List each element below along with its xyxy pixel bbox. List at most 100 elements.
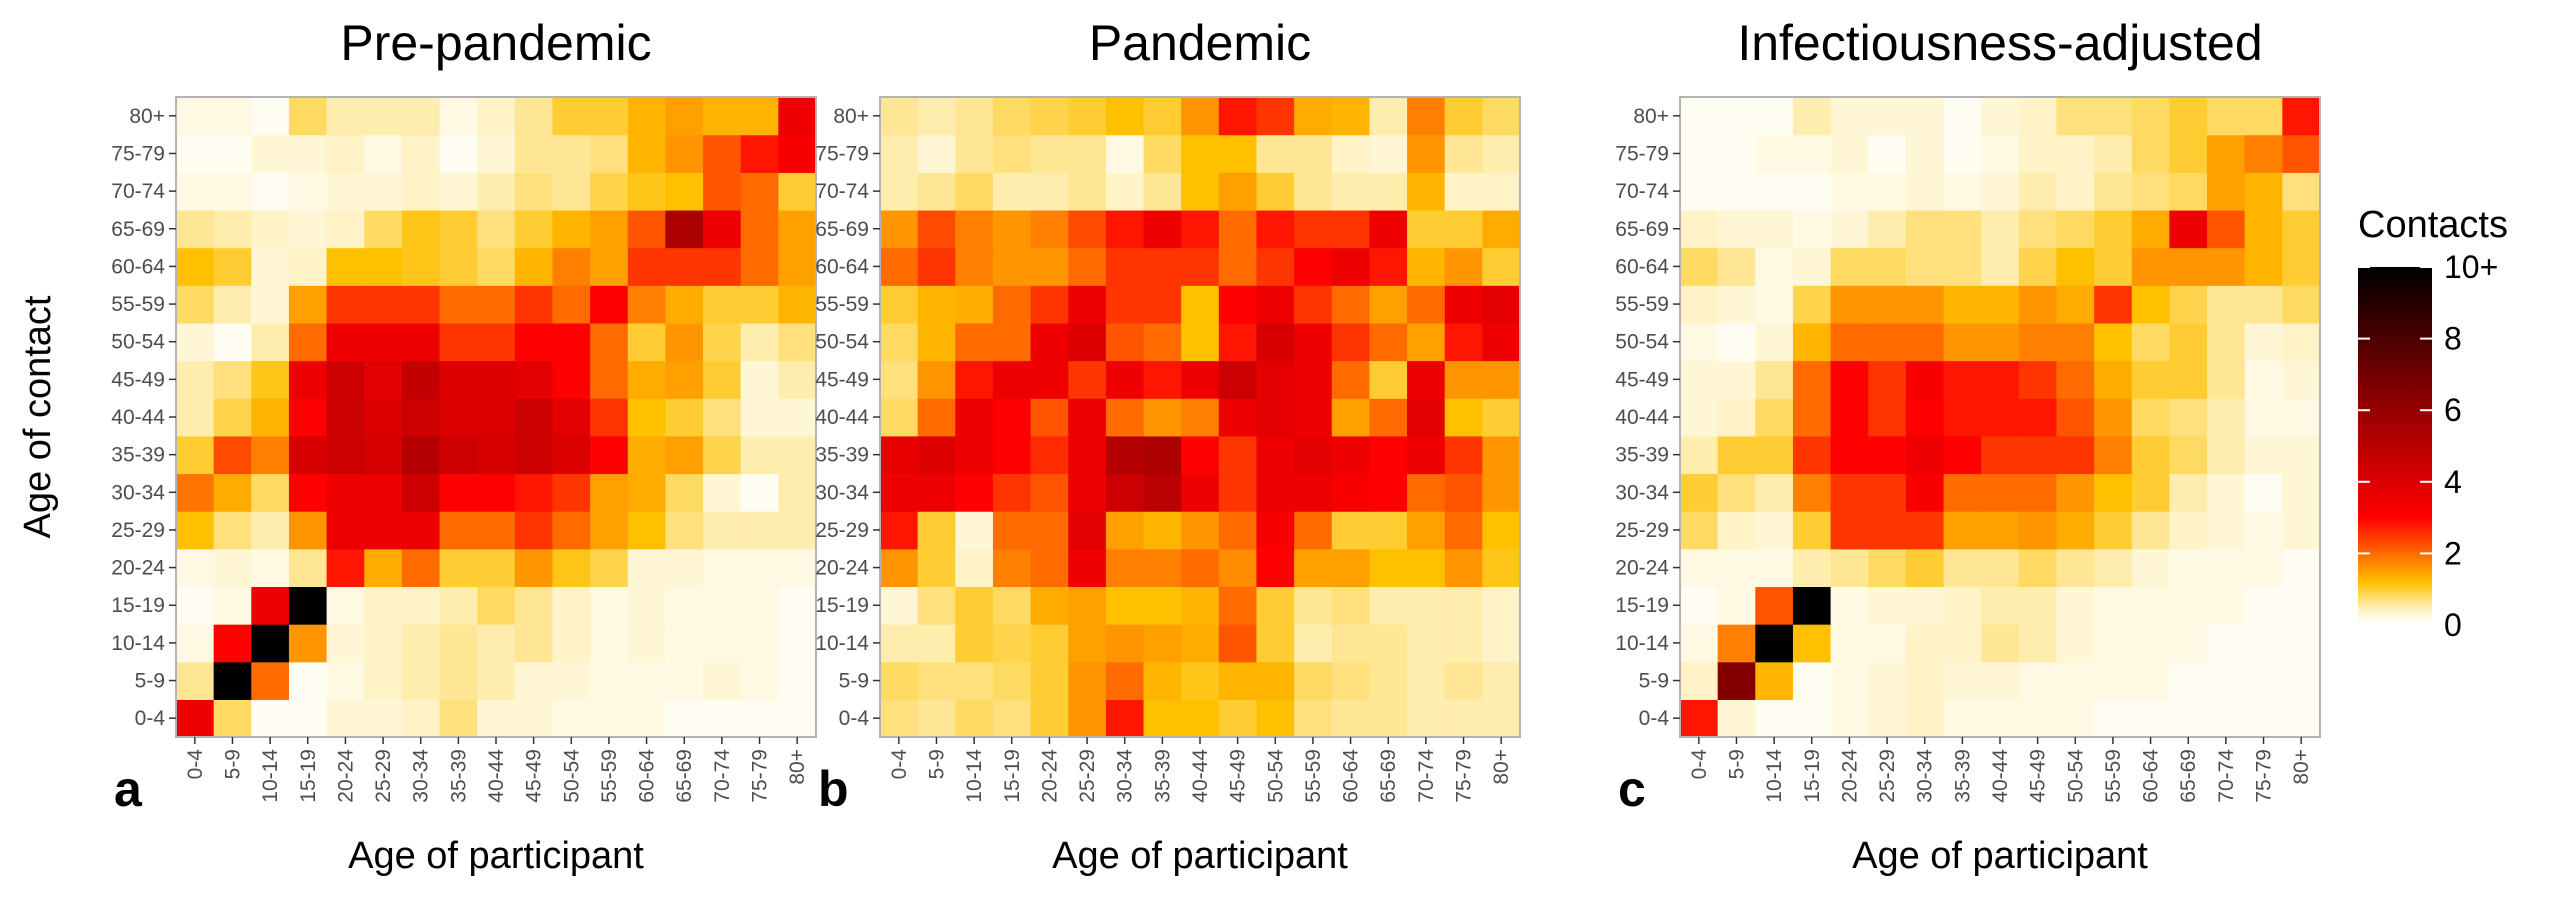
heatmap-cell	[326, 398, 365, 437]
heatmap-cell	[1218, 548, 1258, 588]
heatmap-cell	[552, 247, 591, 286]
heatmap-cell	[627, 473, 667, 512]
heatmap-cell	[514, 624, 554, 663]
heatmap-cell	[703, 97, 742, 136]
heatmap-cell	[288, 548, 328, 588]
heatmap-cell	[1181, 435, 1220, 475]
heatmap-cell	[1030, 511, 1069, 550]
heatmap-cell	[251, 473, 290, 512]
heatmap-cell	[2131, 511, 2171, 550]
heatmap-cell	[2056, 699, 2095, 738]
heatmap-cell	[2244, 586, 2283, 625]
y-tick-label: 5-9	[135, 670, 165, 693]
heatmap-cell	[1830, 360, 1869, 399]
heatmap-cell	[251, 322, 290, 362]
heatmap-cell	[880, 97, 919, 136]
heatmap-cell	[251, 586, 290, 625]
heatmap-cell	[1181, 398, 1220, 437]
legend-tick-label: 6	[2444, 392, 2462, 428]
heatmap-cell	[1407, 97, 1446, 136]
x-tick-label: 65-69	[673, 749, 696, 803]
heatmap-cell	[992, 473, 1032, 512]
heatmap-cell	[2282, 247, 2321, 286]
heatmap-cell	[326, 586, 365, 625]
heatmap-cell	[590, 473, 629, 512]
heatmap-cell	[778, 285, 817, 324]
heatmap-cell	[1482, 473, 1521, 512]
heatmap-cell	[2169, 435, 2208, 475]
heatmap-cell	[703, 360, 742, 399]
heatmap-cell	[2094, 548, 2133, 588]
x-tick-label: 10-14	[259, 749, 282, 803]
heatmap-cell	[1068, 699, 1107, 738]
y-tick-label: 60-64	[111, 255, 165, 278]
x-tick-label: 40-44	[1189, 749, 1212, 803]
heatmap-cell	[2056, 134, 2095, 173]
panel-letter: b	[818, 761, 849, 817]
heatmap-cell	[477, 473, 516, 512]
x-tick-label: 35-39	[1951, 749, 1974, 803]
heatmap-cell	[1105, 624, 1145, 663]
heatmap-cell	[1181, 285, 1220, 324]
heatmap-cell	[1717, 548, 1756, 588]
heatmap-cell	[439, 511, 478, 550]
heatmap-cell	[2244, 699, 2283, 738]
legend: Contacts 10+ 8 6 4 2 0	[2358, 204, 2508, 643]
heatmap-cell	[1369, 209, 1408, 249]
heatmap-cell	[627, 97, 667, 136]
heatmap-cell	[1868, 134, 1907, 173]
y-tick-label: 55-59	[815, 293, 869, 316]
x-tick-label: 50-54	[560, 749, 583, 803]
heatmap-cell	[1331, 247, 1371, 286]
heatmap-cell	[1143, 548, 1182, 588]
heatmap-cell	[1105, 661, 1145, 700]
heatmap-cell	[1105, 473, 1145, 512]
heatmap-cell	[2131, 360, 2171, 399]
heatmap-cell	[1218, 97, 1258, 136]
heatmap-cell	[2094, 360, 2133, 399]
heatmap-cell	[1256, 586, 1295, 625]
heatmap-cell	[251, 360, 290, 399]
heatmap-cell	[213, 97, 252, 136]
heatmap-cell	[477, 134, 516, 173]
x-axis-title: Age of participant	[1052, 835, 1348, 877]
heatmap-cell	[1868, 247, 1907, 286]
heatmap-cell	[1905, 473, 1945, 512]
heatmap-cell	[1905, 398, 1945, 437]
x-tick-label: 55-59	[1302, 749, 1325, 803]
heatmap-cell	[213, 661, 252, 700]
heatmap-cell	[778, 435, 817, 475]
heatmap-cell	[401, 398, 441, 437]
heatmap-cell	[917, 511, 956, 550]
heatmap-cell	[627, 586, 667, 625]
heatmap-cell	[1905, 661, 1945, 700]
heatmap-cell	[1830, 322, 1869, 362]
heatmap-cell	[1680, 586, 1719, 625]
heatmap-cell	[2207, 511, 2246, 550]
heatmap-cell	[1868, 473, 1907, 512]
heatmap-cell	[1294, 586, 1333, 625]
heatmap-cell	[2131, 699, 2171, 738]
heatmap-cell	[2056, 624, 2095, 663]
heatmap-cell	[1792, 322, 1832, 362]
heatmap-cell	[477, 624, 516, 663]
heatmap-cell	[1256, 209, 1295, 249]
heatmap-cell	[1943, 134, 1982, 173]
heatmap-cell	[552, 624, 591, 663]
heatmap-cell	[703, 435, 742, 475]
heatmap-cell	[251, 134, 290, 173]
heatmap-cell	[778, 699, 817, 738]
heatmap-cell	[176, 511, 215, 550]
heatmap-cell	[1755, 586, 1794, 625]
heatmap-cell	[514, 285, 554, 324]
heatmap-cell	[2094, 511, 2133, 550]
heatmap-cell	[2207, 172, 2246, 211]
heatmap-cell	[665, 548, 704, 588]
heatmap-cell	[251, 209, 290, 249]
heatmap-cell	[2207, 473, 2246, 512]
heatmap-cell	[1981, 661, 2020, 700]
heatmap-cell	[2169, 360, 2208, 399]
heatmap-cell	[703, 134, 742, 173]
heatmap-cell	[1981, 398, 2020, 437]
heatmap-cell	[1218, 624, 1258, 663]
